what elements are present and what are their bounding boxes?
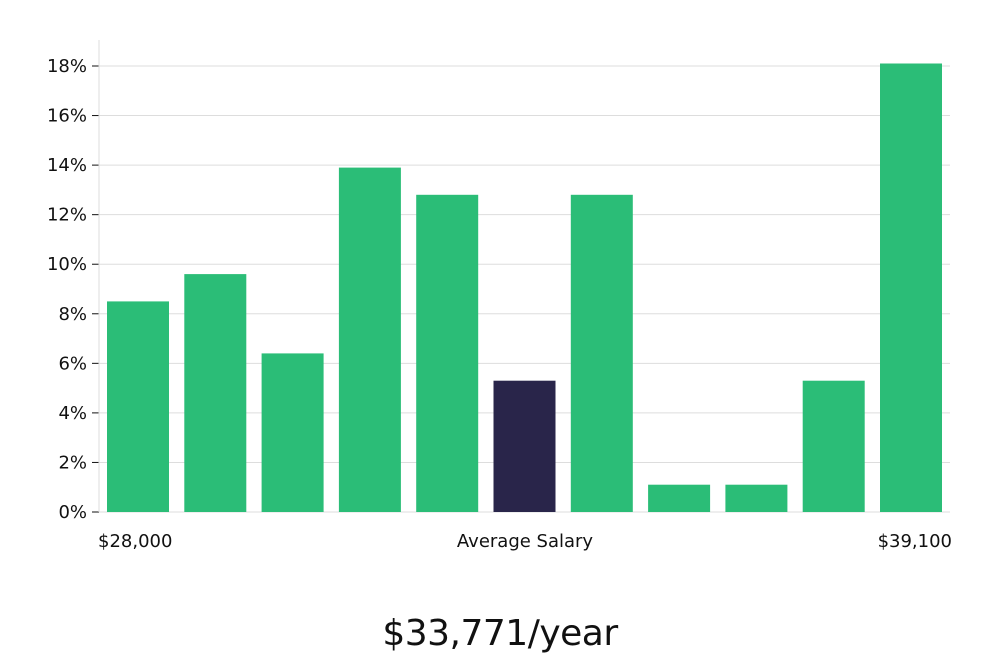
y-tick-label: 16% bbox=[47, 106, 87, 127]
bar bbox=[261, 353, 324, 512]
bar bbox=[725, 484, 788, 512]
y-tick-label: 8% bbox=[58, 304, 87, 325]
y-tick-label: 12% bbox=[47, 205, 87, 226]
y-tick-label: 4% bbox=[58, 403, 87, 424]
y-tick-label: 18% bbox=[47, 56, 87, 77]
y-tick-label: 0% bbox=[58, 502, 87, 523]
y-tick-label: 6% bbox=[58, 353, 87, 374]
y-tick-label: 10% bbox=[47, 254, 87, 275]
bar bbox=[880, 63, 942, 512]
bar bbox=[570, 194, 633, 513]
bar bbox=[338, 167, 401, 512]
salary-distribution-chart: 0% 2% 4% 6% 8% 10% 12% 14% 16% 18% $28,000 Averag… bbox=[47, 40, 952, 552]
x-axis-left-label: $28,000 bbox=[98, 531, 172, 552]
x-axis-right-label: $39,100 bbox=[878, 531, 952, 552]
y-tick-label: 2% bbox=[58, 452, 87, 473]
bars bbox=[107, 63, 942, 513]
y-tick-label: 14% bbox=[47, 155, 87, 176]
bar bbox=[648, 484, 711, 512]
x-axis-center-label: Average Salary bbox=[457, 531, 594, 552]
y-axis-tick-labels: 0% 2% 4% 6% 8% 10% 12% 14% 16% 18% bbox=[47, 56, 99, 523]
bar bbox=[107, 301, 169, 512]
bar bbox=[416, 194, 479, 513]
bar-average-salary bbox=[493, 380, 556, 512]
bar bbox=[802, 380, 865, 512]
average-salary-value: $33,771/year bbox=[382, 613, 618, 654]
bar bbox=[184, 274, 247, 512]
